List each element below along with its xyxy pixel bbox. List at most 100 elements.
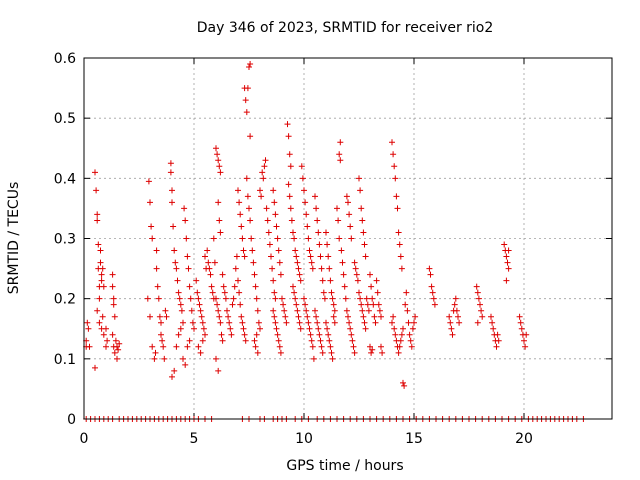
data-point (167, 169, 174, 176)
data-point (184, 343, 191, 350)
data-point (177, 325, 184, 332)
data-point (97, 259, 104, 266)
data-point (167, 160, 174, 167)
data-point (397, 337, 404, 344)
data-point (270, 277, 277, 284)
data-point (284, 121, 291, 128)
data-points (83, 61, 587, 422)
data-point (323, 229, 329, 236)
data-point (376, 307, 383, 314)
data-point (367, 343, 373, 350)
data-point (356, 289, 362, 296)
data-point (336, 235, 343, 242)
data-point (100, 331, 107, 338)
data-point (330, 313, 337, 320)
data-point (347, 223, 354, 230)
data-point (308, 337, 315, 344)
data-point (390, 313, 397, 320)
data-point (264, 217, 271, 224)
data-point (233, 253, 240, 260)
data-point (493, 343, 500, 350)
data-point (367, 271, 373, 278)
data-point (339, 259, 346, 266)
data-point (154, 283, 161, 290)
data-point (244, 193, 251, 200)
data-point (287, 163, 294, 170)
data-point (175, 331, 182, 338)
data-point (187, 295, 194, 302)
data-point (350, 343, 357, 350)
data-point (202, 253, 208, 260)
data-point (317, 253, 324, 260)
data-point (292, 295, 299, 302)
data-point (293, 253, 300, 260)
data-point (235, 187, 241, 194)
data-point (205, 259, 212, 266)
data-point (307, 253, 314, 260)
data-point (161, 355, 168, 362)
data-point (317, 337, 324, 344)
y-tick-label: 0 (67, 412, 76, 428)
data-point (269, 265, 276, 272)
data-point (163, 313, 170, 320)
data-point (523, 331, 530, 338)
x-tick-label: 0 (80, 431, 89, 447)
data-point (243, 109, 250, 116)
data-point (225, 313, 232, 320)
data-point (364, 301, 371, 308)
data-point (313, 205, 320, 212)
data-point (501, 241, 508, 248)
data-point (176, 295, 183, 302)
data-point (297, 277, 304, 284)
data-point (185, 265, 192, 272)
data-point (196, 301, 203, 308)
data-point (217, 169, 224, 176)
data-point (505, 247, 512, 254)
data-point (305, 319, 312, 326)
data-point (238, 223, 245, 230)
data-point (283, 319, 290, 326)
data-point (375, 301, 382, 308)
y-tick-label: 0.3 (54, 232, 76, 248)
data-point (115, 346, 122, 353)
data-point (477, 301, 483, 308)
data-point (354, 277, 361, 284)
data-point (349, 337, 356, 344)
data-point (295, 313, 302, 320)
data-point (319, 277, 326, 284)
data-point (359, 217, 366, 224)
data-point (236, 199, 243, 206)
data-point (169, 187, 175, 194)
data-point (361, 319, 368, 326)
data-point (275, 337, 282, 344)
data-point (478, 307, 485, 314)
data-point (85, 325, 92, 332)
data-point (259, 169, 266, 176)
data-point (252, 283, 259, 290)
data-point (345, 313, 351, 320)
data-point (207, 271, 214, 278)
data-point (285, 133, 292, 140)
data-point (329, 355, 336, 362)
data-point (171, 247, 178, 254)
data-point (109, 283, 116, 290)
data-point (320, 289, 327, 296)
data-point (303, 307, 310, 314)
data-point (346, 319, 353, 326)
data-point (149, 235, 156, 242)
data-point (521, 337, 527, 344)
data-point (271, 289, 278, 296)
data-point (153, 247, 160, 254)
data-point (351, 259, 358, 266)
data-point (474, 319, 481, 326)
data-point (195, 343, 202, 350)
data-point (240, 325, 247, 332)
data-point (408, 343, 415, 350)
data-point (331, 319, 338, 326)
data-point (158, 331, 164, 338)
data-point (301, 295, 307, 302)
data-point (392, 331, 399, 338)
data-point (248, 235, 255, 242)
data-point (340, 271, 347, 278)
data-point (325, 253, 332, 260)
